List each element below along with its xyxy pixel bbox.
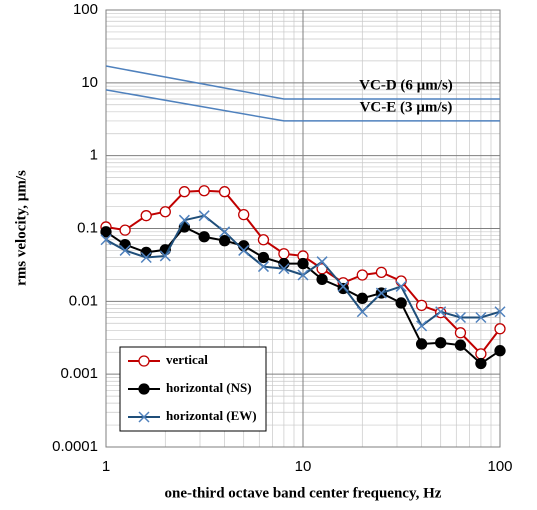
data-point	[257, 261, 270, 273]
data-point	[238, 244, 250, 256]
data-point	[119, 224, 131, 236]
data-point	[297, 257, 309, 270]
data-point	[119, 244, 131, 256]
x-tick-label: 100	[487, 458, 512, 475]
data-point	[198, 185, 210, 197]
data-point	[454, 311, 467, 324]
data-point	[494, 306, 506, 318]
data-point	[395, 280, 407, 292]
data-point	[159, 250, 171, 262]
data-point	[415, 338, 428, 350]
data-point	[475, 348, 487, 360]
data-point	[316, 256, 328, 268]
data-point	[257, 251, 270, 264]
data-point	[356, 269, 368, 281]
legend-label: horizontal (NS)	[166, 380, 252, 395]
x-axis-title: one-third octave band center frequency, …	[165, 485, 442, 501]
reference-label: VC-D (6 µm/s)	[359, 77, 453, 93]
data-point	[416, 320, 428, 332]
reference-label: VC-E (3 µm/s)	[360, 99, 453, 115]
data-point	[278, 248, 290, 260]
data-point	[454, 327, 467, 339]
data-point	[178, 214, 190, 226]
data-point	[257, 234, 270, 246]
data-point	[375, 266, 388, 279]
data-point	[278, 257, 290, 270]
data-point	[218, 186, 231, 198]
data-point	[198, 210, 210, 222]
y-tick-label: 0.1	[77, 219, 98, 236]
legend-label: horizontal (EW)	[166, 408, 257, 423]
data-point	[395, 275, 407, 287]
data-point	[159, 206, 171, 218]
data-point	[494, 323, 506, 335]
data-point	[100, 226, 112, 238]
data-point	[475, 357, 487, 370]
data-point	[297, 269, 309, 281]
data-point	[415, 299, 428, 312]
legend-marker	[138, 383, 150, 395]
data-point	[356, 292, 368, 304]
data-point	[395, 297, 407, 309]
data-point	[238, 208, 250, 221]
data-point	[475, 311, 487, 324]
data-point	[356, 306, 368, 318]
x-tick-label: 1	[102, 458, 110, 475]
data-point	[435, 337, 447, 349]
data-point	[140, 210, 152, 222]
legend-marker	[138, 411, 150, 423]
legend-marker	[138, 355, 150, 367]
data-point	[140, 251, 152, 264]
data-point	[218, 235, 231, 247]
data-point	[316, 273, 328, 286]
y-tick-label: 10	[81, 74, 98, 91]
data-point	[435, 306, 447, 318]
y-tick-label: 0.01	[69, 292, 98, 309]
reference-line	[105, 65, 500, 100]
reference-line	[105, 89, 500, 122]
y-tick-label: 0.001	[60, 365, 98, 382]
data-point	[198, 231, 210, 243]
data-point	[337, 280, 349, 292]
data-point	[278, 263, 290, 275]
y-tick-label: 1	[90, 147, 98, 164]
legend-label: vertical	[166, 352, 208, 367]
data-point	[178, 186, 191, 198]
data-point	[454, 339, 467, 351]
y-tick-label: 0.0001	[52, 438, 98, 455]
data-point	[219, 226, 231, 238]
data-point	[494, 345, 506, 357]
y-axis-title: rms velocity, µm/s	[13, 170, 29, 286]
x-tick-label: 10	[295, 458, 312, 475]
data-point	[100, 234, 112, 246]
y-tick-label: 100	[73, 1, 98, 18]
data-point	[375, 287, 387, 299]
